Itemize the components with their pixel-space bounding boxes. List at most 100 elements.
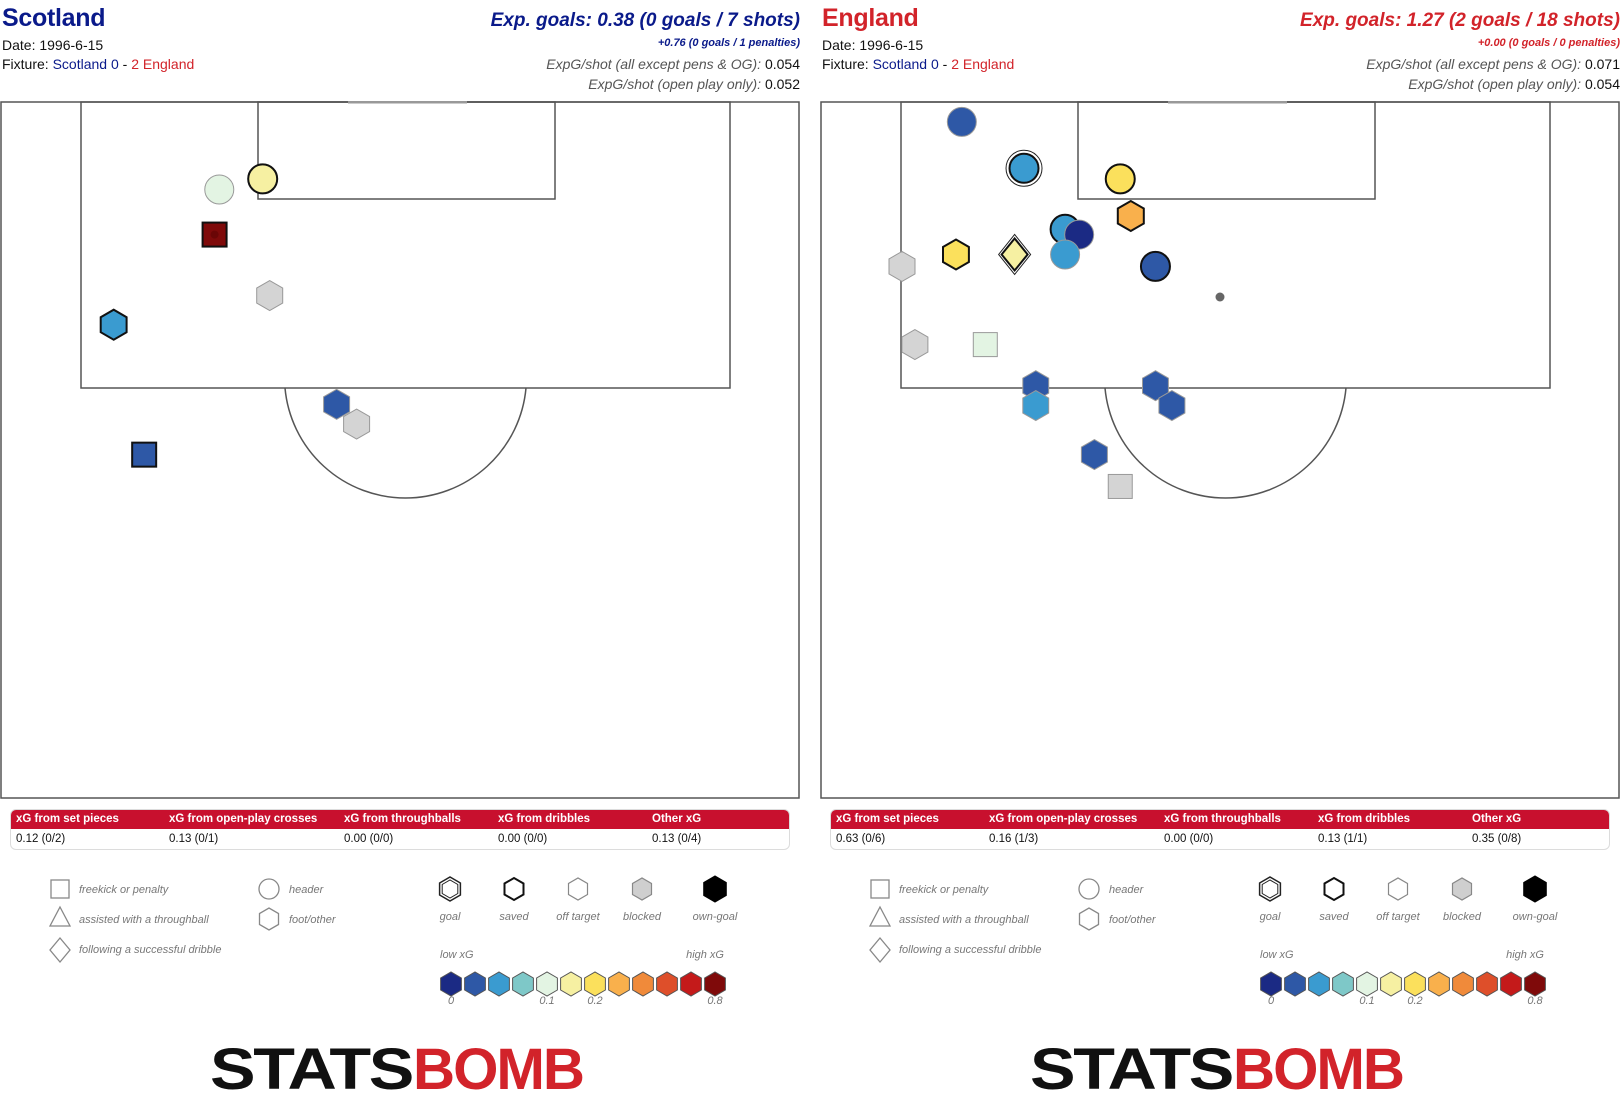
shot-header-saved (247, 163, 279, 195)
legend-tick-0.8: 0.8 (707, 995, 723, 1007)
match-date: Date: 1996-6-15 (2, 37, 103, 53)
legend-goal-label: goal (440, 911, 461, 923)
shot-freekick-blocked (1107, 473, 1133, 499)
xg-per-shot-all-label: ExpG/shot (all except pens & OG): (546, 56, 762, 72)
shot-freekick-saved (131, 441, 158, 468)
legend-high-xg-label: high xG (686, 949, 724, 961)
legend-outcomes: goal saved off target blocked own-goal (438, 875, 738, 923)
bd-value-dribbles: 0.13 (1/1) (1318, 833, 1368, 845)
penalty-area (900, 101, 1551, 389)
legend-scale-swatch (1380, 971, 1402, 997)
legend-scale-swatches (440, 971, 726, 997)
fixture-home-score: 0 (930, 56, 939, 72)
bd-value-dribbles: 0.00 (0/0) (498, 833, 548, 845)
legend-scale-swatch (1524, 971, 1546, 997)
xg-per-shot-all-value: 0.054 (764, 56, 800, 72)
legend-throughball-icon (868, 905, 892, 927)
legend-header-label: header (289, 884, 325, 896)
legend-saved-label: saved (499, 911, 529, 923)
legend-goal-inner-icon (441, 879, 459, 899)
penalty-area (80, 101, 731, 389)
shot-foot-off-target (323, 388, 351, 420)
legend-goal-inner-icon (1261, 879, 1279, 899)
shots-layer (888, 106, 1225, 499)
fixture-label: Fixture: (2, 56, 49, 72)
fixture-home-score: 0 (110, 56, 119, 72)
legend-throughball-label: assisted with a throughball (79, 914, 209, 926)
team-name: England (822, 4, 919, 32)
bd-value-crosses: 0.13 (0/1) (169, 833, 219, 845)
fixture-label: Fixture: (822, 56, 869, 72)
bd-value-other: 0.35 (0/8) (1472, 833, 1522, 845)
shot-marker (1104, 163, 1136, 195)
legend-foot-icon (258, 907, 280, 931)
shot-header-off-target (946, 106, 977, 137)
xg-per-shot-open-value: 0.052 (764, 76, 800, 92)
legend-own-goal-label: own-goal (1513, 911, 1558, 923)
legend: freekick or penalty assisted with a thro… (868, 875, 1558, 1007)
fixture: Fixture: Scotland 0 - 2 England (822, 56, 1014, 72)
legend-scale-swatch (488, 971, 510, 997)
legend-freekick-label: freekick or penalty (79, 884, 170, 896)
bd-header-crosses: xG from open-play crosses (169, 813, 318, 825)
legend-scale-swatch (1260, 971, 1282, 997)
legend-scale-swatch (632, 971, 654, 997)
legend-freekick-icon (50, 879, 70, 899)
legend-scale-swatch (464, 971, 486, 997)
goal-ring (1005, 149, 1043, 187)
xg-total: Exp. goals: 1.27 (2 goals / 18 shots) (1300, 10, 1620, 31)
team-panel-home: Scotland Date: 1996-6-15 Fixture: Scotla… (0, 0, 800, 1110)
fixture-away-score: 2 (951, 56, 959, 72)
xg-per-shot-all-label: ExpG/shot (all except pens & OG): (1366, 56, 1582, 72)
legend-header-icon (258, 878, 280, 900)
legend-saved-icon (503, 876, 525, 902)
shot-marker (997, 233, 1032, 276)
logo-text-bomb: BOMB (413, 1038, 583, 1098)
bd-header-throughballs: xG from throughballs (1164, 813, 1281, 825)
match-date: Date: 1996-6-15 (822, 37, 923, 53)
shot-foot-blocked (343, 408, 371, 440)
date-value: 1996-6-15 (39, 37, 104, 53)
legend-saved-icon (1323, 876, 1345, 902)
shot-marker (1107, 473, 1133, 499)
penalty-spot-marker (210, 230, 219, 239)
legend-goal-icon (438, 876, 462, 902)
shot-foot-blocked (888, 250, 916, 282)
legend-scale-swatch (1404, 971, 1426, 997)
legend-goal-label: goal (1260, 911, 1281, 923)
shot-header-saved (1139, 250, 1171, 282)
xg-per-shot-all-value: 0.071 (1584, 56, 1620, 72)
legend-scale-swatch (1500, 971, 1522, 997)
shot-foot-blocked (901, 329, 929, 361)
shot-foot-off-target (1080, 439, 1108, 471)
legend-scale-swatch (512, 971, 534, 997)
xg-per-shot-open: ExpG/shot (open play only): 0.052 (588, 76, 800, 92)
legend-tick-0.1: 0.1 (1359, 995, 1374, 1007)
bd-header-throughballs: xG from throughballs (344, 813, 461, 825)
bd-value-throughballs: 0.00 (0/0) (344, 833, 394, 845)
legend-scale-swatch (1428, 971, 1450, 997)
legend-shapes: freekick or penalty assisted with a thro… (868, 878, 1157, 964)
legend-scale-swatch (560, 971, 582, 997)
bd-value-crosses: 0.16 (1/3) (989, 833, 1039, 845)
penalty-arc (284, 387, 527, 499)
legend-scale-swatch (1476, 971, 1498, 997)
legend-tick-0.2: 0.2 (1407, 995, 1422, 1007)
legend-xg-scale: low xG high xG 0 0.1 0.2 0.8 (440, 949, 726, 1007)
shot-foot-saved (1116, 199, 1145, 233)
shot-map-pitch (0, 101, 800, 799)
shot-marker (1005, 149, 1043, 187)
xg-penalties: +0.76 (0 goals / 1 penalties) (657, 37, 800, 49)
legend-off-target-icon (1387, 877, 1409, 901)
legend-scale-swatch (656, 971, 678, 997)
legend-tick-0.1: 0.1 (539, 995, 554, 1007)
shot-map-pitch (820, 101, 1620, 799)
legend-outcomes: goal saved off target blocked own-goal (1258, 875, 1558, 923)
bd-header-dribbles: xG from dribbles (498, 813, 591, 825)
shot-foot-blocked (256, 280, 284, 312)
legend-high-xg-label: high xG (1506, 949, 1544, 961)
legend-off-target-label: off target (1376, 911, 1420, 923)
statsbomb-logo: STATS BOMB (1030, 1038, 1405, 1098)
legend-foot-label: foot/other (289, 914, 337, 926)
legend-tick-0: 0 (448, 995, 455, 1007)
